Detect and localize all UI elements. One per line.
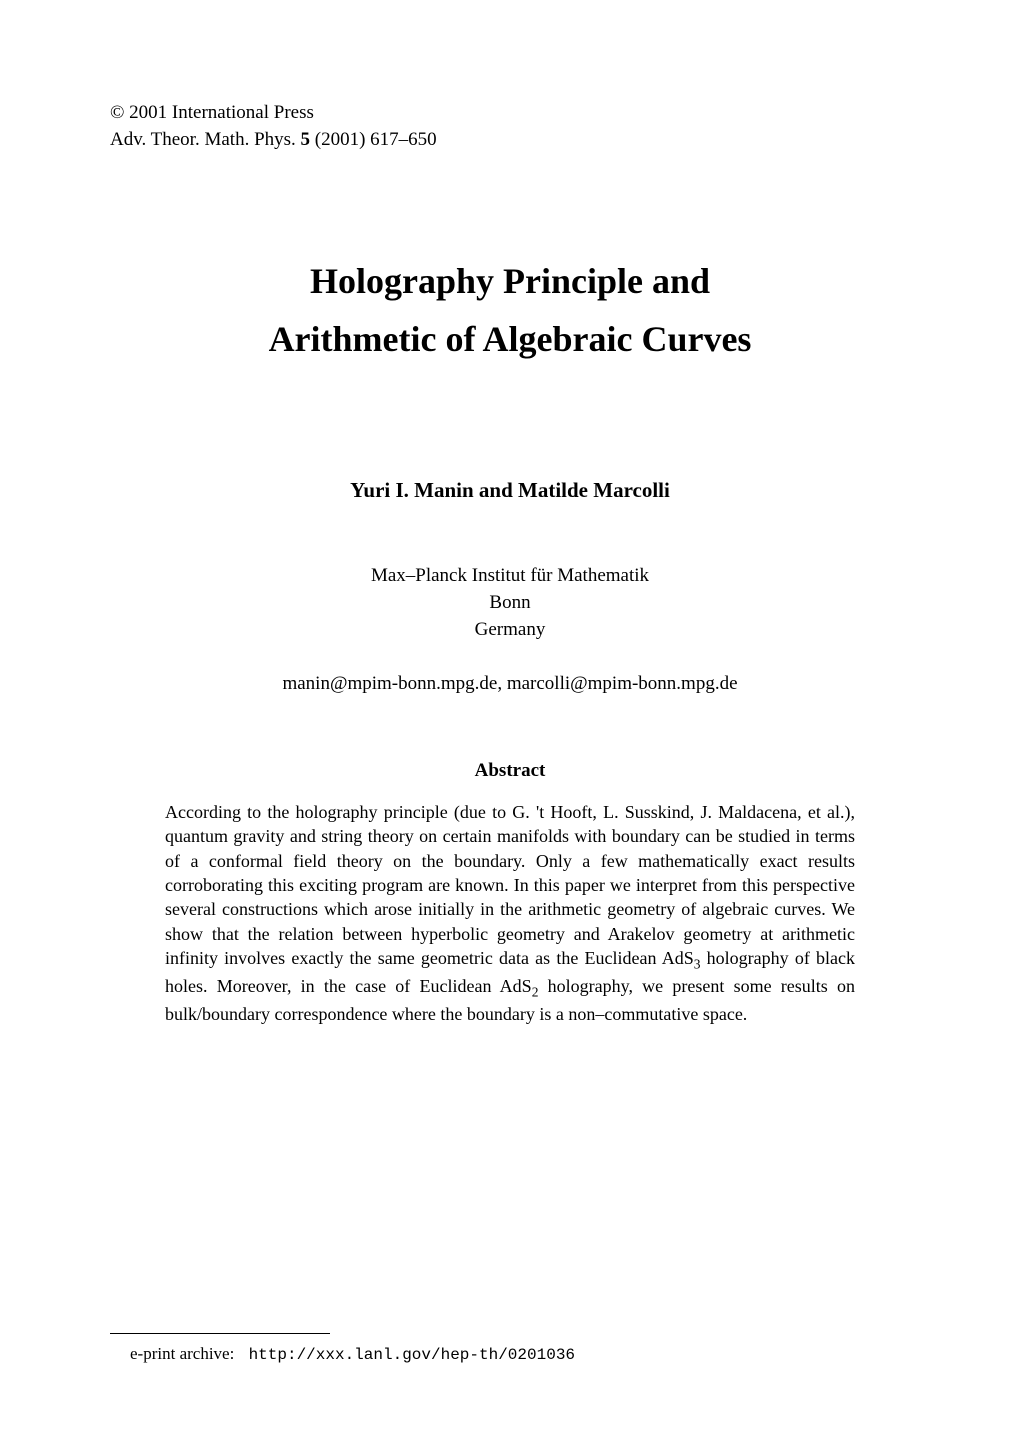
paper-header: © 2001 International Press Adv. Theor. M…: [110, 100, 910, 153]
abstract-body: According to the holography principle (d…: [165, 800, 855, 1026]
paper-authors: Yuri I. Manin and Matilde Marcolli: [110, 478, 910, 503]
affiliation-country: Germany: [110, 617, 910, 644]
abstract-heading: Abstract: [110, 760, 910, 782]
title-line-2: Arithmetic of Algebraic Curves: [110, 311, 910, 369]
affiliation-institute: Max–Planck Institut für Mathematik: [110, 563, 910, 590]
eprint-line: e-print archive: http://xxx.lanl.gov/hep…: [110, 1344, 910, 1364]
title-line-1: Holography Principle and: [110, 253, 910, 311]
journal-prefix: Adv. Theor. Math. Phys.: [110, 129, 301, 150]
journal-volume: 5: [301, 129, 311, 150]
paper-page: © 2001 International Press Adv. Theor. M…: [0, 0, 1020, 1106]
affiliation-city: Bonn: [110, 590, 910, 617]
journal-citation: Adv. Theor. Math. Phys. 5 (2001) 617–650: [110, 127, 910, 154]
paper-title: Holography Principle and Arithmetic of A…: [110, 253, 910, 368]
eprint-url: http://xxx.lanl.gov/hep-th/0201036: [249, 1346, 575, 1364]
eprint-label: e-print archive:: [130, 1344, 234, 1363]
journal-suffix: (2001) 617–650: [310, 129, 437, 150]
paper-affiliation: Max–Planck Institut für Mathematik Bonn …: [110, 563, 910, 643]
footer-rule: [110, 1333, 330, 1334]
abstract-text-1: According to the holography principle (d…: [165, 802, 855, 968]
copyright-line: © 2001 International Press: [110, 102, 314, 123]
paper-footer: e-print archive: http://xxx.lanl.gov/hep…: [110, 1333, 910, 1364]
author-emails: manin@mpim-bonn.mpg.de, marcolli@mpim-bo…: [110, 673, 910, 695]
